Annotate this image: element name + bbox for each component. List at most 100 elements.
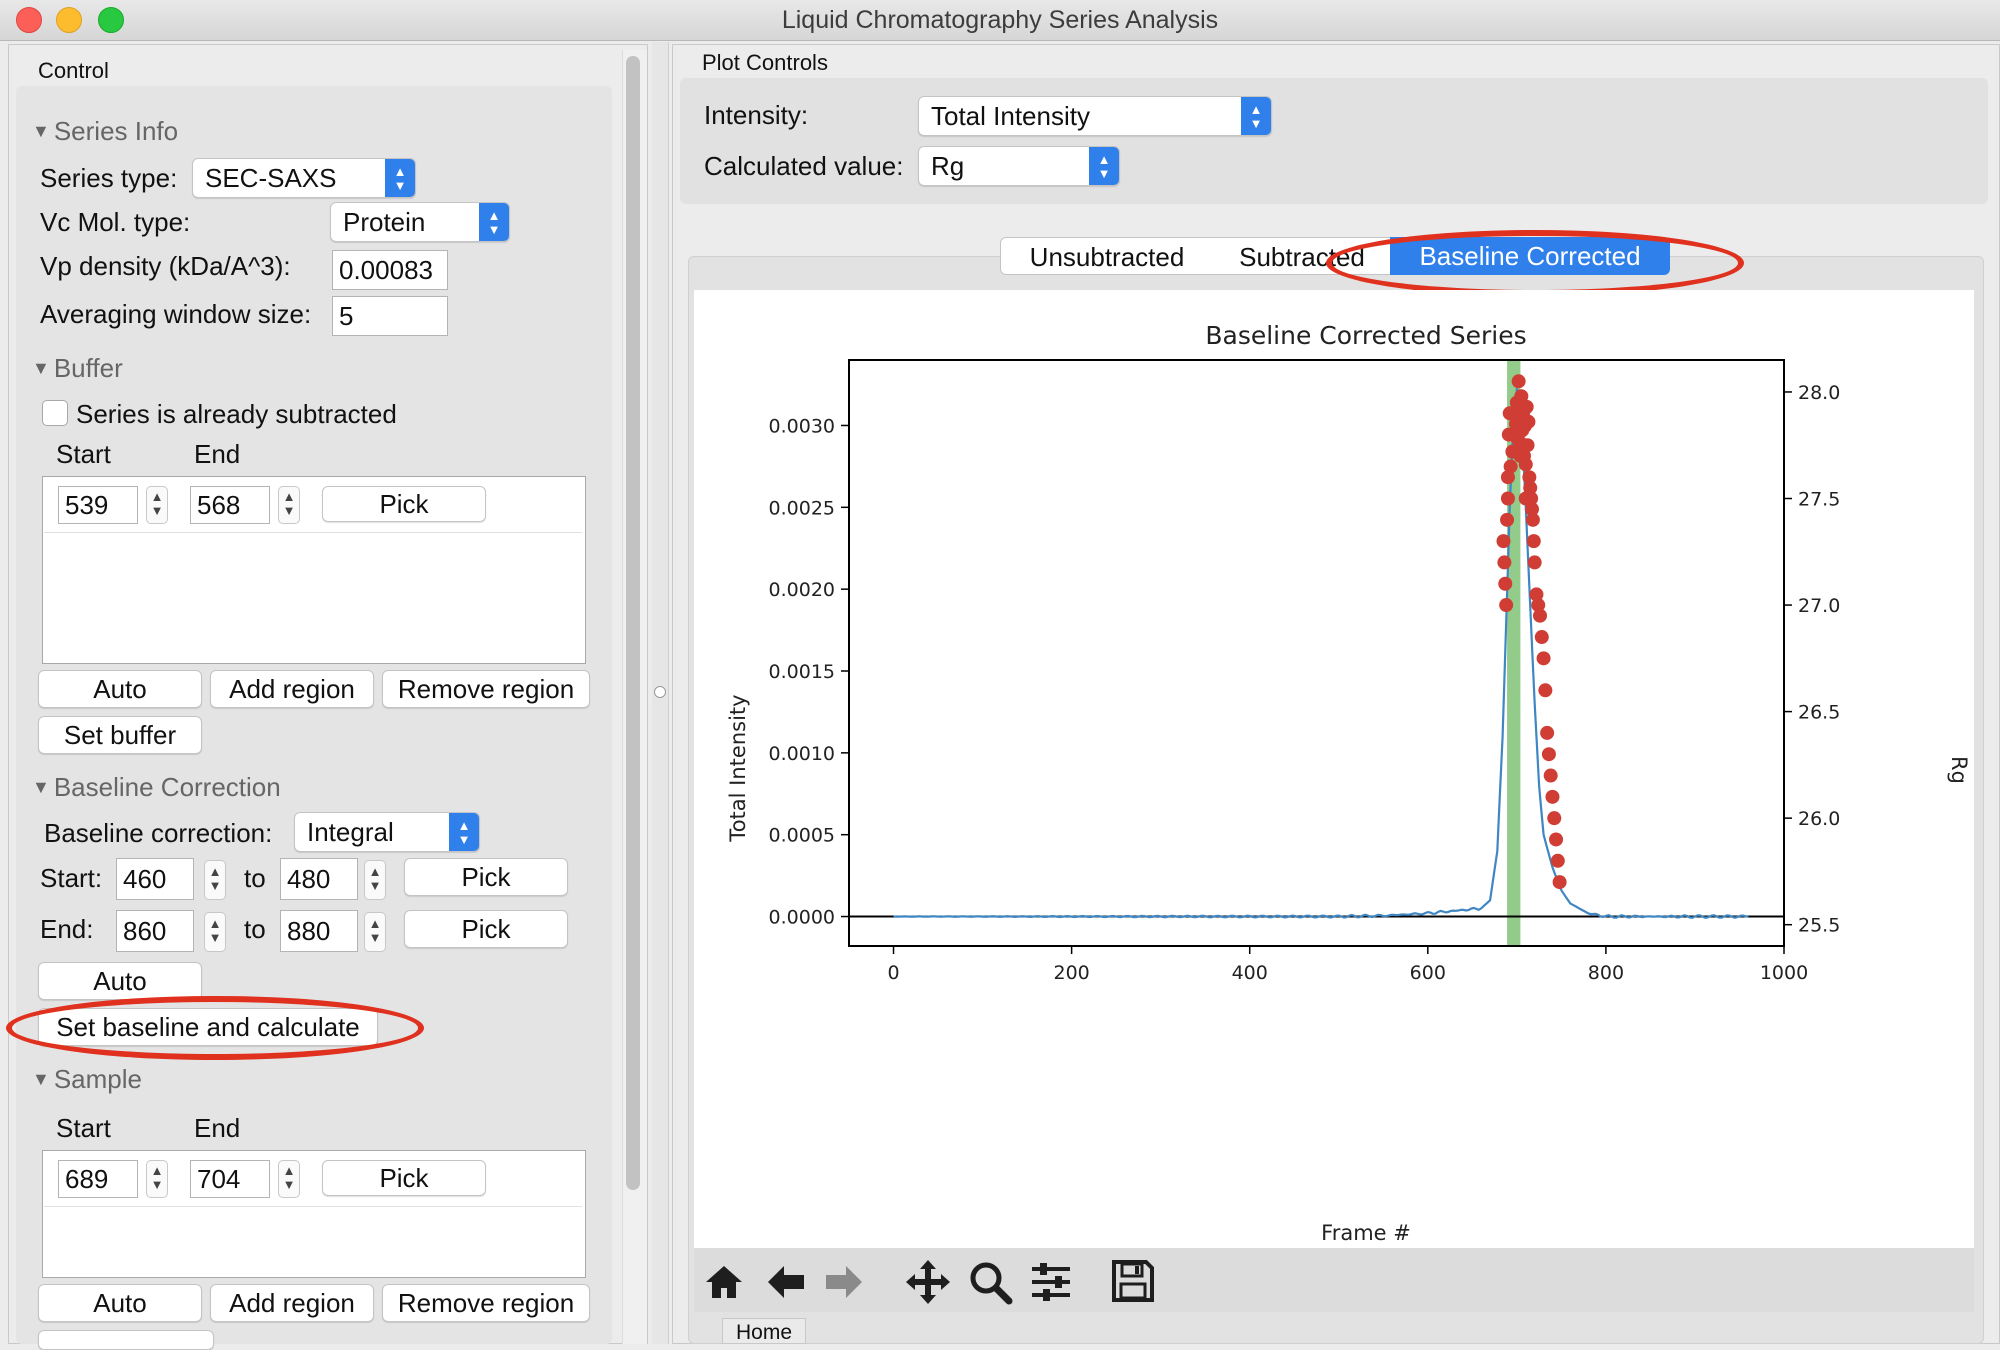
intensity-label: Intensity: (704, 100, 809, 130)
minimize-window-button[interactable] (56, 7, 82, 33)
y2-tick-label: 25.5 (1798, 915, 1840, 937)
rg-point (1543, 768, 1558, 783)
maximize-window-button[interactable] (98, 7, 124, 33)
chevron-updown-icon: ▲ ▼ (385, 159, 415, 197)
sample-remove-region-button[interactable]: Remove region (382, 1284, 590, 1322)
buffer-section-header[interactable]: ▼ Buffer (32, 353, 123, 383)
series-info-section-header[interactable]: ▼ Series Info (32, 116, 179, 146)
baseline-start-pick-button[interactable]: Pick (404, 858, 568, 896)
sample-partial-button[interactable] (38, 1330, 214, 1350)
buffer-start-stepper[interactable]: ▲ ▼ (146, 486, 168, 524)
series-type-select[interactable]: SEC-SAXS ▲ ▼ (192, 158, 416, 198)
vp-density-input[interactable]: 0.00083 (332, 250, 448, 290)
baseline-section-header[interactable]: ▼ Baseline Correction (32, 772, 281, 802)
tab-unsubtracted[interactable]: Unsubtracted (1000, 237, 1214, 275)
series-type-label: Series type: (40, 163, 178, 193)
y-tick-label: 0.0020 (769, 579, 835, 601)
baseline-start-to-stepper[interactable]: ▲ ▼ (364, 860, 386, 900)
rg-point (1531, 598, 1546, 613)
rg-point (1501, 427, 1516, 442)
rg-point (1533, 608, 1548, 623)
save-icon[interactable] (1110, 1258, 1156, 1304)
sample-end-stepper[interactable]: ▲ ▼ (278, 1160, 300, 1198)
close-window-button[interactable] (16, 7, 42, 33)
baseline-end-pick-button[interactable]: Pick (404, 910, 568, 948)
sample-end-input[interactable]: 704 (190, 1160, 270, 1198)
baseline-end-to-stepper[interactable]: ▲ ▼ (364, 912, 386, 952)
baseline-end-to-input[interactable]: 880 (280, 910, 358, 952)
back-arrow-icon[interactable] (764, 1262, 808, 1302)
rg-point (1522, 470, 1537, 485)
y-tick-label: 0.0010 (769, 743, 835, 765)
buffer-pick-button[interactable]: Pick (322, 486, 486, 522)
rg-point (1513, 448, 1528, 463)
intensity-series-line (893, 386, 1749, 919)
baseline-start-from-stepper[interactable]: ▲ ▼ (204, 860, 226, 900)
highlight-oval-set-baseline (6, 996, 424, 1060)
configure-icon[interactable] (1028, 1260, 1074, 1304)
sample-start-header: Start (56, 1113, 111, 1143)
baseline-chart[interactable]: Baseline Corrected Series 0 200 400 600 800 1… (694, 290, 1974, 1248)
sample-start-input[interactable]: 689 (58, 1160, 138, 1198)
buffer-auto-button[interactable]: Auto (38, 670, 202, 708)
home-icon[interactable] (702, 1262, 746, 1302)
figure-canvas[interactable] (694, 290, 1974, 1248)
rg-point (1550, 853, 1565, 868)
sample-pick-button[interactable]: Pick (322, 1160, 486, 1196)
rg-point (1520, 438, 1535, 453)
x-tick-label: 1000 (1760, 962, 1808, 984)
x-axis-label: Frame # (1321, 1221, 1411, 1245)
plot-controls-box (680, 78, 1988, 204)
buffer-start-input[interactable]: 539 (58, 486, 138, 524)
buffer-end-header: End (194, 439, 241, 469)
y-tick-label: 0.0030 (769, 415, 835, 437)
forward-arrow-icon[interactable] (822, 1262, 866, 1302)
already-subtracted-label: Series is already subtracted (76, 399, 397, 429)
baseline-auto-button[interactable]: Auto (38, 962, 202, 1000)
buffer-end-input[interactable]: 568 (190, 486, 270, 524)
y2-tick-label: 27.0 (1798, 595, 1840, 617)
baseline-start-to-input[interactable]: 480 (280, 858, 358, 900)
calculated-value-label: Calculated value: (704, 151, 904, 181)
baseline-correction-value: Integral (307, 817, 394, 847)
intensity-value: Total Intensity (931, 101, 1090, 131)
baseline-end-from-input[interactable]: 860 (116, 910, 194, 952)
y-axis-label: Total Intensity (726, 694, 750, 842)
buffer-region-row (44, 478, 582, 533)
rg-point (1503, 459, 1518, 474)
rg-point (1529, 587, 1544, 602)
y2-tick-label: 27.5 (1798, 489, 1840, 511)
set-buffer-button[interactable]: Set buffer (38, 716, 202, 754)
baseline-correction-select[interactable]: Integral ▲ ▼ (294, 812, 480, 852)
calculated-value-value: Rg (931, 151, 965, 181)
averaging-window-input[interactable]: 5 (332, 296, 448, 336)
rg-point (1500, 491, 1515, 506)
buffer-add-region-button[interactable]: Add region (210, 670, 374, 708)
sample-add-region-button[interactable]: Add region (210, 1284, 374, 1322)
sample-start-stepper[interactable]: ▲ ▼ (146, 1160, 168, 1198)
y2-tick-label: 28.0 (1798, 382, 1840, 404)
intensity-select[interactable]: Total Intensity ▲ ▼ (918, 96, 1272, 136)
baseline-end-from-stepper[interactable]: ▲ ▼ (204, 912, 226, 952)
vc-mol-type-select[interactable]: Protein ▲ ▼ (330, 202, 510, 242)
rg-point (1545, 789, 1560, 804)
calculated-value-select[interactable]: Rg ▲ ▼ (918, 146, 1120, 186)
control-scrollbar-thumb[interactable] (626, 56, 640, 1190)
rg-point (1527, 555, 1542, 570)
pan-icon[interactable] (904, 1258, 952, 1306)
series-type-value: SEC-SAXS (205, 163, 337, 193)
x-tick-label: 400 (1232, 962, 1268, 984)
rg-point (1524, 502, 1539, 517)
x-tick-label: 200 (1053, 962, 1089, 984)
window-title: Liquid Chromatography Series Analysis (781, 6, 1219, 34)
splitter-grip[interactable] (654, 686, 666, 698)
baseline-start-from-input[interactable]: 460 (116, 858, 194, 900)
zoom-icon[interactable] (966, 1258, 1014, 1306)
buffer-end-stepper[interactable]: ▲ ▼ (278, 486, 300, 524)
already-subtracted-checkbox[interactable] (42, 400, 68, 426)
sample-section-header[interactable]: ▼ Sample (32, 1064, 142, 1094)
buffer-remove-region-button[interactable]: Remove region (382, 670, 590, 708)
y2-tick-label: 26.0 (1798, 808, 1840, 830)
sample-auto-button[interactable]: Auto (38, 1284, 202, 1322)
rg-point (1523, 480, 1538, 495)
